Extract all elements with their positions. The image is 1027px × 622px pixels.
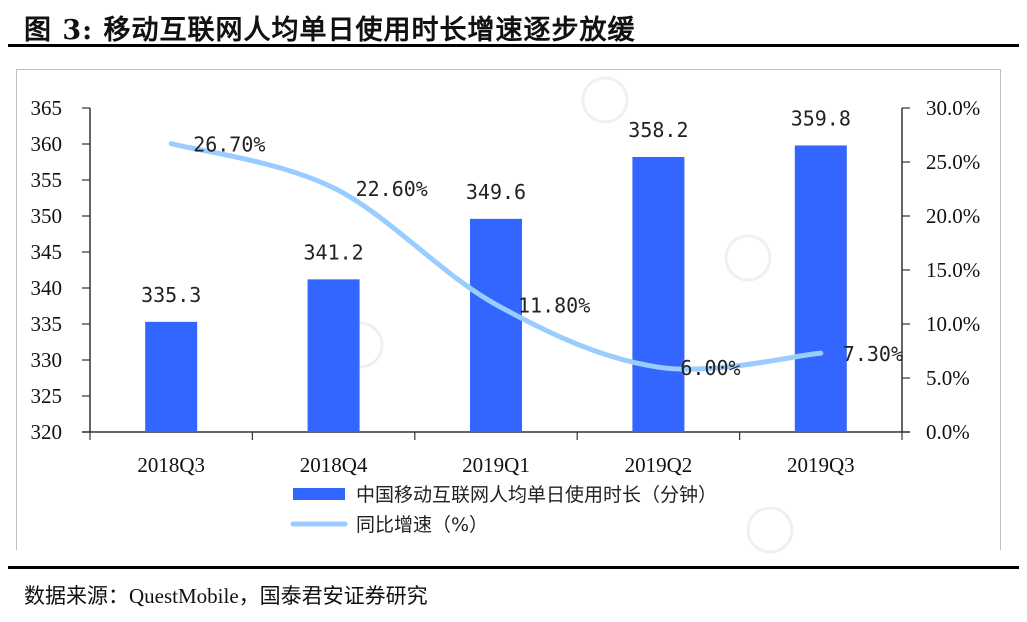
y-right-tick-label: 20.0%	[926, 204, 980, 228]
top-rule	[8, 44, 1019, 47]
y-left-tick-label: 360	[31, 132, 63, 156]
bar	[470, 218, 522, 432]
chart-frame	[16, 69, 1001, 550]
y-left-tick-label: 325	[31, 384, 63, 408]
bar	[307, 279, 360, 432]
y-right-tick-label: 25.0%	[926, 150, 980, 174]
line-value-label: 22.60%	[356, 177, 428, 201]
y-left-tick-label: 355	[31, 168, 63, 192]
line-value-label: 11.80%	[518, 294, 590, 318]
bar-value-label: 349.6	[466, 180, 526, 204]
y-left-tick-label: 365	[31, 96, 63, 120]
watermark	[336, 76, 794, 554]
y-right-tick-label: 10.0%	[926, 312, 980, 336]
x-tick-label: 2019Q2	[625, 453, 693, 477]
line-value-label: 7.30%	[843, 342, 903, 366]
watermark-logo-icon	[581, 76, 629, 124]
source-note: 数据来源：QuestMobile，国泰君安证券研究	[24, 584, 428, 608]
bar-value-label: 335.3	[141, 283, 201, 307]
y-right-tick-label: 15.0%	[926, 258, 980, 282]
y-right-tick-label: 30.0%	[926, 96, 980, 120]
y-right-tick-label: 5.0%	[926, 366, 970, 390]
growth-rate-line	[168, 141, 824, 372]
watermark-logo-icon	[724, 234, 772, 282]
legend-line-label: 同比增速（%）	[356, 514, 488, 536]
bar-value-label: 341.2	[303, 240, 363, 264]
bar-value-label: 358.2	[628, 118, 688, 142]
x-tick-label: 2019Q1	[462, 453, 530, 477]
figure-title: 图 3: 移动互联网人均单日使用时长增速逐步放缓	[24, 15, 636, 46]
x-tick-label: 2018Q4	[300, 453, 368, 477]
y-left-tick-label: 320	[31, 420, 63, 444]
y-left-tick-label: 340	[31, 276, 63, 300]
bar	[145, 321, 198, 432]
legend-bar-swatch	[293, 488, 345, 500]
x-tick-label: 2019Q3	[787, 453, 855, 477]
y-left-tick-label: 335	[31, 312, 63, 336]
line-value-label: 6.00%	[680, 356, 740, 380]
legend-bar-label: 中国移动互联网人均单日使用时长（分钟）	[356, 484, 717, 506]
y-left-tick-label: 350	[31, 204, 63, 228]
y-right-tick-label: 0.0%	[926, 420, 970, 444]
bar	[632, 156, 685, 432]
watermark-logo-icon	[746, 506, 794, 554]
bottom-rule	[8, 566, 1019, 569]
x-tick-label: 2018Q3	[137, 453, 205, 477]
y-left-tick-label: 345	[31, 240, 63, 264]
bar-value-label: 359.8	[791, 106, 851, 130]
bar	[794, 145, 847, 432]
y-left-tick-label: 330	[31, 348, 63, 372]
line-value-label: 26.70%	[193, 133, 265, 157]
